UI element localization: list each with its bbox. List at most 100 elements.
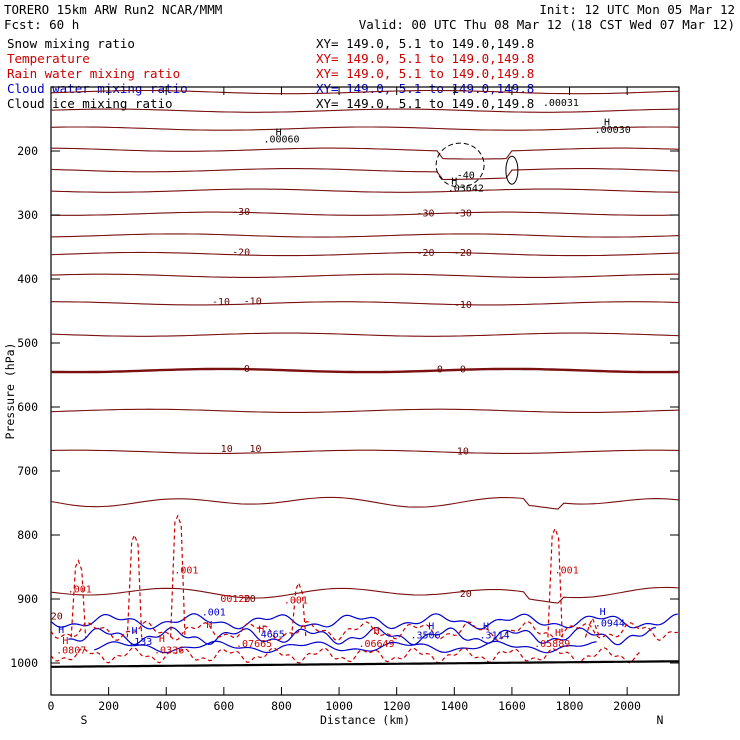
contour-label: H: [451, 176, 457, 187]
contour-label: -40: [457, 171, 475, 182]
y-tick-label: 900: [17, 592, 38, 606]
x-tick-label: 1600: [498, 699, 526, 713]
isotherm-line: [50, 496, 680, 510]
isotherm-line: [50, 188, 679, 193]
contour-label: H: [483, 622, 489, 633]
contour-label: H: [131, 626, 137, 637]
contour-label: .0944: [595, 619, 625, 630]
legend-info: XY= 149.0, 5.1 to 149.0,149.8: [316, 36, 534, 51]
contour-label: .06649: [358, 639, 394, 650]
contour-label: -20: [232, 247, 250, 258]
x-tick-label: 1400: [440, 699, 468, 713]
x-tick-label: 1000: [325, 699, 353, 713]
contour-label: H: [555, 628, 561, 639]
y-tick-label: 700: [17, 464, 38, 478]
fcst-label: Fcst: 60 h: [4, 17, 79, 32]
isotherm-line: [50, 126, 680, 131]
contour-label: 00120: [220, 594, 250, 605]
rain-water-contour: [126, 533, 143, 638]
legend-name: Cloud water mixing ratio: [7, 81, 188, 96]
surface-line: [51, 660, 679, 668]
isotherm-line: [50, 332, 680, 337]
model-label: TORERO 15km ARW Run2 NCAR/MMM: [4, 2, 222, 17]
contour-label: 20: [460, 589, 472, 600]
contour-label: -10: [212, 297, 230, 308]
x-tick-label: 400: [156, 699, 177, 713]
isotherm-line: [50, 367, 680, 374]
isotherm-line: [50, 211, 680, 216]
legend-name: Cloud ice mixing ratio: [7, 96, 173, 111]
contour-label: -10: [454, 300, 472, 311]
contour-label: H: [428, 622, 434, 633]
rain-water-contour: [584, 616, 601, 638]
contour-label: H: [258, 624, 264, 635]
plot-frame: [50, 86, 680, 696]
contour-label: 0: [437, 364, 443, 375]
field-legend: Snow mixing ratio XY= 149.0, 5.1 to 149.0…: [7, 36, 534, 111]
snow-contour: [435, 142, 485, 188]
isotherm-line: [50, 449, 680, 454]
init-label: Init: 12 UTC Mon 05 Mar 12: [539, 2, 735, 17]
legend-name: Temperature: [7, 51, 90, 66]
contour-label: .001: [284, 596, 308, 607]
contour-label: .05889: [534, 639, 570, 650]
contour-label: 20: [244, 594, 256, 605]
legend-info: XY= 149.0, 5.1 to 149.0,149.8: [316, 96, 534, 111]
y-tick-label: 300: [17, 208, 38, 222]
contour-label: H: [58, 625, 64, 636]
contour-label: 10: [457, 446, 469, 457]
x-axis-label: Distance (km): [320, 713, 410, 727]
y-tick-label: 500: [17, 336, 38, 350]
contour-label: H: [373, 626, 379, 637]
contour-label: .03642: [448, 183, 484, 194]
cloud-water-contour: [94, 640, 597, 654]
contour-label: -10: [244, 297, 262, 308]
x-tick-label: 800: [271, 699, 292, 713]
axes: 0 200 400 600 800 1000 1200 1400 1600 1800 2000200…: [10, 87, 679, 713]
contour-label: .0336: [154, 645, 184, 656]
y-tick-label: 600: [17, 400, 38, 414]
contour-label: -30: [454, 208, 472, 219]
contour-label: .00031: [543, 98, 579, 109]
contour-label: .001: [174, 565, 198, 576]
legend-info: XY= 149.0, 5.1 to 149.0,149.8: [316, 66, 534, 81]
x-tick-label: 600: [213, 699, 234, 713]
y-axis-label: Pressure (hPa): [3, 343, 17, 440]
contour-label: .001: [68, 585, 92, 596]
legend-info: XY= 149.0, 5.1 to 149.0,149.8: [316, 51, 534, 66]
contour-label: .133: [128, 637, 152, 648]
x-tick-label: 1800: [556, 699, 584, 713]
rain-water-contour: [170, 514, 186, 638]
x-tick-label: 200: [98, 699, 119, 713]
isotherm-line: [51, 147, 680, 160]
contour-label: H: [604, 117, 610, 128]
contour-label: H: [159, 634, 165, 645]
legend-name: Rain water mixing ratio: [7, 66, 180, 81]
y-tick-label: 400: [17, 272, 38, 286]
rain-water-contour: [70, 558, 87, 638]
valid-label: Valid: 00 UTC Thu 08 Mar 12 (18 CST Wed …: [359, 17, 735, 32]
isotherm-line: [50, 273, 679, 278]
x-tick-label: 0: [48, 699, 55, 713]
isotherm-line: [50, 408, 680, 413]
x-tick-label: 1200: [383, 699, 411, 713]
contour-label: 4665: [261, 629, 285, 640]
cloud-ice-contour: [505, 155, 519, 185]
contour-label: 10: [221, 444, 233, 455]
y-tick-label: 200: [17, 144, 38, 158]
rain-water-contour: [290, 581, 307, 638]
contour-label: -30: [232, 207, 250, 218]
contour-label: H: [62, 636, 68, 647]
contour-label: H: [600, 607, 606, 618]
contour-label: 20: [51, 612, 63, 623]
contour-label: 10: [249, 444, 261, 455]
contour-label: H: [206, 620, 212, 631]
contour-label: .07665: [236, 639, 272, 650]
x-end-right-label: N: [657, 713, 664, 727]
contour-label: .001: [555, 565, 579, 576]
contour-label: .001: [202, 608, 226, 619]
y-tick-label: 800: [17, 528, 38, 542]
x-end-left-label: S: [81, 713, 88, 727]
legend-name: Snow mixing ratio: [7, 36, 135, 51]
